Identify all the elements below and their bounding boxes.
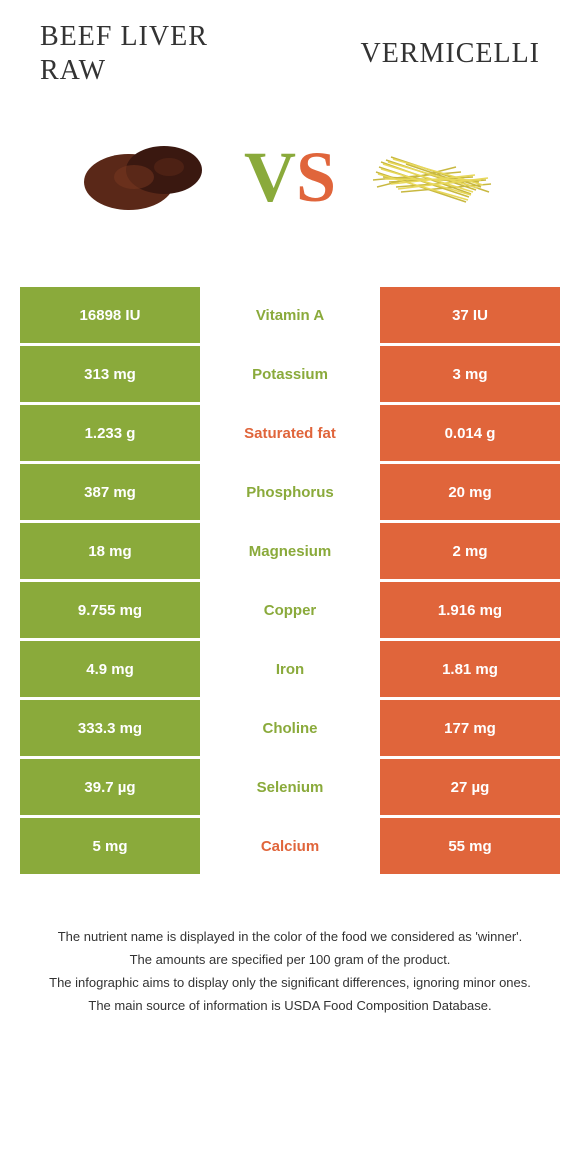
food-left-line2: Raw [40, 54, 290, 88]
footer-line3: The infographic aims to display only the… [30, 973, 550, 994]
food-title-right: Vermicelli [290, 37, 540, 71]
nutrient-name: Selenium [200, 759, 380, 815]
nutrient-value-left: 313 mg [20, 346, 200, 402]
nutrient-value-right: 0.014 g [380, 405, 560, 461]
nutrient-value-left: 4.9 mg [20, 641, 200, 697]
nutrient-row: 16898 IUVitamin A37 IU [20, 287, 560, 343]
nutrient-value-left: 39.7 µg [20, 759, 200, 815]
header: Beef Liver Raw Vermicelli [20, 20, 560, 87]
nutrient-value-left: 9.755 mg [20, 582, 200, 638]
nutrient-row: 39.7 µgSelenium27 µg [20, 759, 560, 815]
nutrient-value-left: 16898 IU [20, 287, 200, 343]
nutrient-value-right: 20 mg [380, 464, 560, 520]
vermicelli-icon [361, 132, 501, 222]
nutrient-value-left: 333.3 mg [20, 700, 200, 756]
nutrient-name: Calcium [200, 818, 380, 874]
food-title-left: Beef Liver Raw [40, 20, 290, 87]
nutrient-table: 16898 IUVitamin A37 IU313 mgPotassium3 m… [20, 287, 560, 877]
nutrient-row: 4.9 mgIron1.81 mg [20, 641, 560, 697]
liver-icon [79, 132, 219, 222]
nutrient-value-left: 1.233 g [20, 405, 200, 461]
nutrient-value-left: 18 mg [20, 523, 200, 579]
footer-line1: The nutrient name is displayed in the co… [30, 927, 550, 948]
nutrient-value-right: 27 µg [380, 759, 560, 815]
nutrient-row: 313 mgPotassium3 mg [20, 346, 560, 402]
nutrient-value-right: 177 mg [380, 700, 560, 756]
liver-image [74, 127, 224, 227]
nutrient-name: Iron [200, 641, 380, 697]
vs-section: VS [20, 127, 560, 227]
nutrient-value-right: 2 mg [380, 523, 560, 579]
footer-line2: The amounts are specified per 100 gram o… [30, 950, 550, 971]
footer: The nutrient name is displayed in the co… [20, 927, 560, 1018]
nutrient-row: 9.755 mgCopper1.916 mg [20, 582, 560, 638]
nutrient-value-left: 5 mg [20, 818, 200, 874]
nutrient-value-right: 1.916 mg [380, 582, 560, 638]
vs-s-letter: S [296, 136, 336, 219]
vs-text: VS [244, 136, 336, 219]
nutrient-row: 387 mgPhosphorus20 mg [20, 464, 560, 520]
nutrient-name: Copper [200, 582, 380, 638]
nutrient-name: Vitamin A [200, 287, 380, 343]
nutrient-row: 5 mgCalcium55 mg [20, 818, 560, 874]
nutrient-row: 1.233 gSaturated fat0.014 g [20, 405, 560, 461]
nutrient-row: 18 mgMagnesium2 mg [20, 523, 560, 579]
footer-line4: The main source of information is USDA F… [30, 996, 550, 1017]
nutrient-row: 333.3 mgCholine177 mg [20, 700, 560, 756]
nutrient-name: Choline [200, 700, 380, 756]
nutrient-value-right: 37 IU [380, 287, 560, 343]
nutrient-value-right: 3 mg [380, 346, 560, 402]
vs-v-letter: V [244, 136, 296, 219]
nutrient-value-right: 55 mg [380, 818, 560, 874]
nutrient-name: Phosphorus [200, 464, 380, 520]
nutrient-value-left: 387 mg [20, 464, 200, 520]
nutrient-name: Saturated fat [200, 405, 380, 461]
vermicelli-image [356, 127, 506, 227]
food-left-line1: Beef Liver [40, 20, 290, 54]
nutrient-name: Potassium [200, 346, 380, 402]
nutrient-value-right: 1.81 mg [380, 641, 560, 697]
nutrient-name: Magnesium [200, 523, 380, 579]
